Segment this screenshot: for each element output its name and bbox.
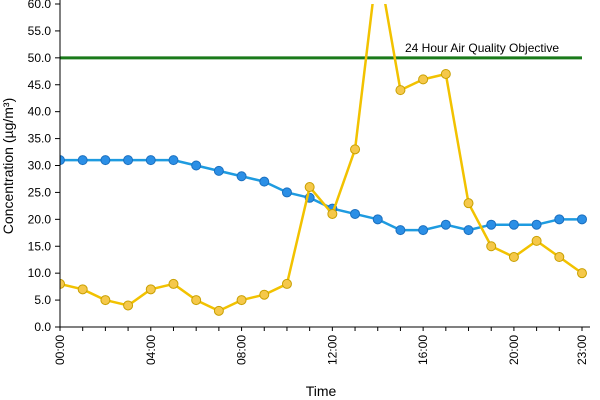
x-tick-label: 23:00 [575, 335, 589, 365]
series-2-point [60, 278, 65, 289]
series-2-point [191, 295, 202, 306]
series-2-point [77, 284, 88, 295]
series-1-point [191, 160, 202, 171]
x-tick-label: 12:00 [325, 335, 339, 365]
y-axis-title: Concentration (µg/m³) [0, 98, 16, 234]
series-2-point [554, 252, 565, 263]
y-tick-label: 20.0 [28, 212, 52, 226]
series-1-point [531, 219, 542, 230]
series-1-point [508, 219, 519, 230]
series-2-point [100, 295, 111, 306]
series-1-point [463, 225, 474, 236]
y-tick-label: 15.0 [28, 239, 52, 253]
y-tick-label: 10.0 [28, 266, 52, 280]
series-2-point [145, 284, 156, 295]
series-2-point [168, 278, 179, 289]
y-tick-label: 50.0 [28, 51, 52, 65]
series-2-point [350, 144, 361, 155]
series-1-point [77, 155, 88, 166]
y-tick-label: 45.0 [28, 78, 52, 92]
series-1-point [145, 155, 156, 166]
x-tick-label: 20:00 [507, 335, 521, 365]
series-2-point [123, 300, 134, 311]
series-2-point [486, 241, 497, 252]
y-tick-label: 5.0 [34, 293, 51, 307]
x-tick-label: 08:00 [235, 335, 249, 365]
series-1-point [440, 219, 451, 230]
series-2-point [327, 208, 338, 219]
series-1-point [372, 214, 383, 225]
series-2-point [531, 235, 542, 246]
series-1-point [236, 171, 247, 182]
series-2-point [395, 85, 406, 96]
series-2-point [281, 278, 292, 289]
series-1-point [395, 225, 406, 236]
y-tick-label: 35.0 [28, 132, 52, 146]
air-quality-objective-label: 24 Hour Air Quality Objective [405, 41, 559, 55]
x-axis-ticks: 00:00 04:00 08:00 12:00 16:00 20:00 23:00 [53, 327, 589, 365]
series-1-point [486, 219, 497, 230]
series-2-point [259, 289, 270, 300]
y-tick-label: 55.0 [28, 24, 52, 38]
series-1-point [577, 214, 587, 225]
series-2-point [440, 68, 451, 79]
y-tick-label: 25.0 [28, 185, 52, 199]
series-1-line [60, 158, 582, 232]
series-2-point [236, 295, 247, 306]
x-axis-title: Time [306, 383, 337, 399]
x-tick-label: 00:00 [53, 335, 67, 365]
series-2-point [577, 268, 587, 279]
series-1-point [281, 187, 292, 198]
x-tick-label: 16:00 [416, 335, 430, 365]
reference-line-group: 24 Hour Air Quality Objective [60, 41, 582, 60]
y-tick-label: 30.0 [28, 159, 52, 173]
series-1-point [259, 176, 270, 187]
series-1-point [100, 155, 111, 166]
y-axis-ticks: 0.0 5.0 10.0 15.0 20.0 25.0 30.0 35.0 40.0 45.0 50… [28, 0, 60, 334]
series-2-point [508, 252, 519, 263]
series-group [60, 4, 587, 316]
series-2-point [213, 305, 224, 316]
series-1-point [123, 155, 134, 166]
y-tick-label: 60.0 [28, 0, 52, 11]
series-2-point [463, 198, 474, 209]
series-1-point [350, 208, 361, 219]
series-1-point [168, 155, 179, 166]
x-tick-label: 04:00 [144, 335, 158, 365]
series-2-point [418, 74, 429, 85]
series-2-point [304, 182, 315, 193]
series-1-point [418, 225, 429, 236]
y-tick-label: 40.0 [28, 105, 52, 119]
y-tick-label: 0.0 [34, 320, 51, 334]
series-1-point [213, 165, 224, 176]
series-1-point [60, 155, 65, 166]
series-1-point [554, 214, 565, 225]
